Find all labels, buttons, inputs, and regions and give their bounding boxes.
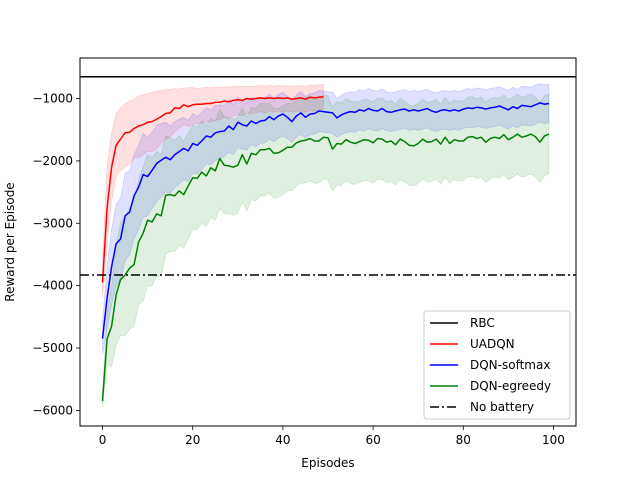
legend-label-dqn-egreedy: DQN-egreedy [470,379,551,393]
dqn-egreedy-line [101,133,550,402]
y-tick-label: −1000 [32,92,73,106]
y-tick-label: −2000 [32,154,73,168]
x-tick-label: 60 [365,433,380,447]
dqn-softmax-line [101,102,550,339]
y-axis-ticks: −6000 −5000 −4000 −3000 −2000 −1000 [32,92,80,417]
y-tick-label: −6000 [32,403,73,417]
y-tick-label: −5000 [32,341,73,355]
x-axis-label: Episodes [301,456,354,470]
series-lines [101,95,550,402]
x-tick-label: 100 [542,433,565,447]
y-tick-label: −4000 [32,279,73,293]
legend-label-uadqn: UADQN [470,337,515,351]
legend-label-rbc: RBC [470,316,495,330]
legend-label-no-battery: No battery [470,400,534,414]
uadqn-line [101,95,324,283]
y-axis-label: Reward per Episode [3,182,17,301]
y-tick-label: −3000 [32,216,73,230]
reference-lines [80,75,576,276]
x-tick-label: 20 [185,433,200,447]
legend-box [423,310,571,420]
plot-frame [79,57,577,427]
x-axis-ticks: 0 20 40 60 80 100 [99,426,565,447]
legend-label-dqn-softmax: DQN-softmax [470,358,550,372]
uadqn-band [102,83,324,299]
dqn-egreedy-band [102,93,550,408]
confidence-bands [102,83,550,408]
x-tick-label: 80 [456,433,471,447]
legend: RBC UADQN DQN-softmax DQN-egreedy No battery [423,310,571,420]
x-tick-label: 40 [275,433,290,447]
x-tick-label: 0 [99,433,107,447]
